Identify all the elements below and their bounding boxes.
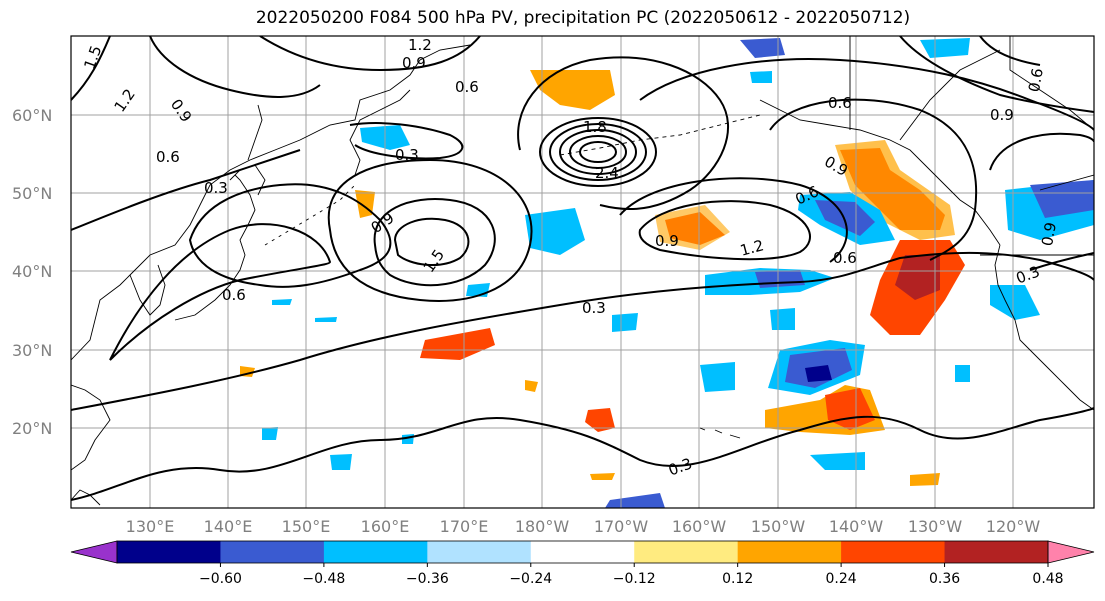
precip-positive-area [590,473,615,480]
precip-negative-area [1030,180,1094,218]
colorbar-segment [530,541,635,563]
colorbar-segment [220,541,325,563]
contour-label: 2.4 [595,164,619,182]
colorbar-tick-label: −0.48 [302,571,345,587]
colorbar-tick-label: 0.36 [929,571,960,587]
contour-label: 1.2 [738,236,766,260]
colorbar-tick-label: 0.12 [722,571,753,587]
contour-label: 1.8 [583,118,607,136]
precip-negative-area [612,313,638,332]
precip-negative-area [770,308,795,330]
lat-label: 40°N [12,262,52,281]
precip-negative-area [262,427,278,440]
precip-negative-area [605,493,665,508]
precip-positive-area [895,255,940,300]
lon-label: 140°E [204,517,253,536]
lon-label: 120°W [986,517,1041,536]
contour-label: 1.2 [408,36,432,54]
contour-label: 0.6 [222,286,246,304]
contour-label: 0.9 [655,232,679,250]
precip-positive-area [525,380,538,392]
precip-negative-area [315,317,337,322]
precip-negative-area [815,200,875,236]
precip-negative-area [810,452,865,470]
colorbar-segment [737,541,842,563]
colorbar-segment [634,541,739,563]
lon-label: 160°W [672,517,727,536]
precip-negative-area [805,365,832,382]
precip-negative-area [330,454,352,470]
precip-positive-area [585,408,615,432]
precip-positive-area [835,140,955,240]
lat-label: 30°N [12,341,52,360]
contour-label: 0.6 [1025,67,1047,94]
precip-positive-area [530,70,615,110]
colorbar-segment [944,541,1049,563]
contour-label: 0.6 [455,78,479,96]
lon-label: 170°E [440,517,489,536]
graticule [71,36,1094,508]
precip-negative-area [525,208,585,255]
precip-negative-area [955,365,970,382]
colorbar-segment [323,541,428,563]
precip-shading [240,38,1094,508]
contour-label: 0.3 [395,146,419,164]
colorbar-segment [427,541,532,563]
lon-label: 180°W [515,517,570,536]
lon-label: 140°W [829,517,884,536]
precip-positive-area [910,473,940,486]
longitude-labels: 130°E 140°E 150°E 160°E 170°E 180°W 170°… [126,517,1041,536]
colorbar-tick-label: −0.24 [509,571,552,587]
colorbar: −0.60 −0.48 −0.36 −0.24 −0.12 0.12 0.24 0.36 0.4… [70,540,1095,587]
precip-positive-area [420,328,495,360]
precip-negative-area [740,38,785,58]
pv-contours [71,36,1094,501]
map-frame [70,35,1095,509]
colorbar-segment [117,541,221,563]
lon-label: 170°W [594,517,649,536]
contour-label: 0.3 [204,179,228,197]
contour-label: 0.9 [402,54,426,72]
precip-positive-area [655,205,730,250]
colorbar-extend-max [1047,540,1095,564]
colorbar-segment [841,541,946,563]
contour-label: 0.3 [582,299,606,317]
lon-label: 130°E [126,517,175,536]
latitude-labels: 60°N 50°N 40°N 30°N 20°N [12,106,52,438]
colorbar-tick-label: −0.60 [199,571,242,587]
precip-negative-area [700,362,735,392]
colorbar-tick-label: 0.48 [1032,571,1063,587]
lon-label: 150°W [751,517,806,536]
colorbar-tick-label: −0.36 [406,571,449,587]
lon-label: 130°W [908,517,963,536]
colorbar-extend-min [70,540,118,564]
precip-negative-area [272,299,292,305]
lat-label: 50°N [12,184,52,203]
colorbar-tick-label: −0.12 [613,571,656,587]
precip-negative-area [755,270,805,288]
contour-label: 0.6 [828,94,852,112]
colorbar-tick-label: 0.24 [826,571,857,587]
precip-negative-area [920,38,970,58]
lon-label: 150°E [282,517,331,536]
contour-label: 0.9 [990,106,1014,124]
map-title: 2022050200 F084 500 hPa PV, precipitatio… [255,8,911,28]
precip-negative-area [750,71,772,83]
contour-label: 0.9 [1038,221,1060,248]
colorbar-border [116,540,1049,564]
lat-label: 20°N [12,419,52,438]
contour-label: 0.6 [156,148,180,166]
lat-label: 60°N [12,106,52,125]
lon-label: 160°E [361,517,410,536]
contour-label: 0.6 [833,249,857,267]
